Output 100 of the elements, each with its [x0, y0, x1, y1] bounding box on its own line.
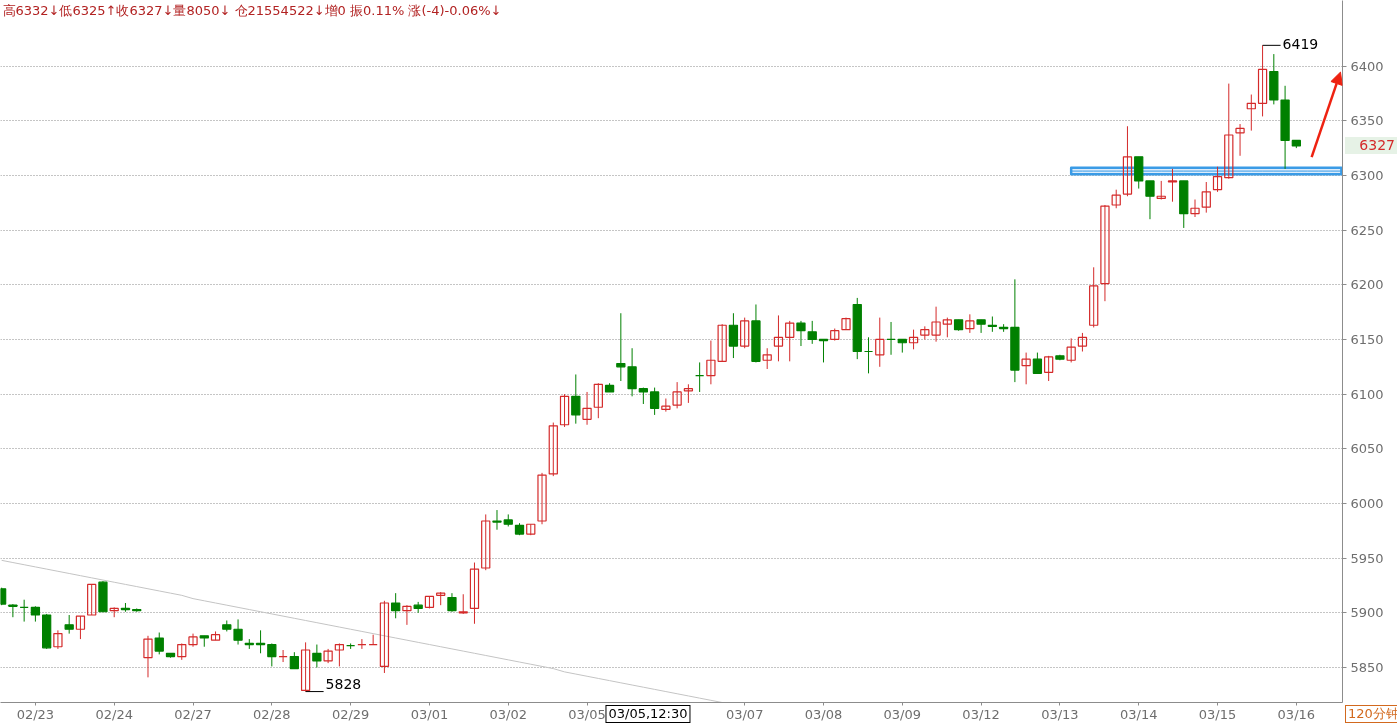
candlestick: [1235, 123, 1245, 157]
candlestick: [1044, 355, 1054, 382]
candlestick: [1190, 199, 1200, 218]
candlestick: [1089, 266, 1099, 328]
candlestick: [177, 642, 187, 661]
chart-title: 高6332↓低6325↑收6327↓量8050↓ 仓21554522↓增0 振0.11% 涨(-4)-0.06%↓: [2, 2, 502, 18]
candlestick: [818, 338, 829, 363]
candlestick: [379, 600, 390, 674]
candlestick: [255, 629, 266, 654]
candlestick: [53, 629, 63, 650]
candlestick: [1032, 352, 1043, 374]
x-tick-label: 02/28: [253, 706, 291, 722]
candlestick: [334, 642, 345, 667]
candlestick: [559, 393, 570, 428]
candlestick: [1100, 204, 1110, 302]
candlestick: [492, 509, 502, 531]
candlestick: [796, 320, 806, 347]
x-tick-label: 03/16: [1277, 706, 1316, 722]
candlestick: [1246, 94, 1256, 132]
candlestick: [683, 383, 694, 404]
y-tick-label: 6150: [1350, 331, 1384, 347]
candlestick: [481, 513, 491, 571]
x-tick-label: 02/23: [16, 706, 55, 722]
candlestick: [1201, 181, 1211, 214]
candlestick: [582, 391, 592, 426]
candlestick: [728, 312, 739, 359]
candlestick: [300, 641, 311, 693]
candlestick: [976, 319, 986, 334]
candlestick: [1167, 168, 1178, 203]
candlestick: [1122, 125, 1133, 197]
x-tick-label: 02/27: [174, 706, 212, 722]
y-tick-label: 6350: [1350, 113, 1384, 129]
annotation: 6419: [1282, 36, 1319, 53]
candlestick: [75, 615, 86, 640]
candlestick: [740, 317, 750, 349]
line-series: [1, 559, 723, 703]
candlestick: [1021, 352, 1031, 385]
candlestick: [1111, 189, 1121, 209]
candlestick: [1156, 180, 1166, 201]
candlestick: [773, 314, 784, 362]
candlestick: [1066, 337, 1076, 363]
candlestick: [323, 648, 333, 664]
candlestick: [402, 604, 412, 626]
y-tick-label: 5900: [1350, 605, 1384, 621]
y-tick-label: 6050: [1350, 441, 1384, 457]
candlestick: [627, 347, 637, 397]
candlestick: [661, 398, 671, 413]
candlestick: [537, 472, 547, 525]
candlestick: [616, 312, 626, 382]
candlestick: [762, 347, 772, 370]
x-tick-label: 03/15: [1198, 706, 1237, 722]
candlestick: [64, 614, 74, 635]
x-tick-label: 03/09: [883, 706, 922, 722]
y-tick-label: 5850: [1350, 660, 1384, 676]
candlestick: [312, 644, 322, 669]
y-tick-label: 6300: [1350, 167, 1384, 183]
candlestick: [672, 381, 682, 409]
candlestick: [447, 592, 457, 613]
candlestick: [942, 317, 952, 338]
candlestick: [233, 618, 243, 646]
candlestick: [458, 593, 468, 615]
text: 03/05,12:30: [605, 705, 691, 723]
candlestick: [965, 313, 975, 334]
candlestick: [1257, 44, 1268, 117]
candlestick: [469, 562, 480, 625]
x-tick-label: 03/01: [410, 706, 449, 722]
candlestick: [1224, 83, 1234, 180]
candlestick: [593, 382, 603, 419]
candlestick: [391, 592, 401, 619]
candlestick: [143, 635, 153, 678]
candlestick: [1212, 166, 1223, 193]
candlestick: [154, 632, 164, 655]
x-tick-label: 03/02: [489, 706, 527, 722]
candlestick: [1145, 180, 1155, 220]
y-tick-label: 6000: [1350, 495, 1384, 511]
candlestick: [785, 320, 795, 362]
text: 6327: [1345, 137, 1397, 154]
x-tick-label: 03/07: [725, 706, 764, 722]
y-tick-label: 6100: [1350, 386, 1384, 402]
candlestick: [267, 642, 277, 667]
x-tick-label: 03/08: [804, 706, 843, 722]
x-tick-label: 03/14: [1119, 706, 1158, 722]
candlestick: [8, 603, 18, 618]
candlestick: [87, 583, 97, 616]
y-tick-label: 5950: [1350, 550, 1384, 566]
x-tick-label: 03/13: [1041, 706, 1079, 722]
y-tick-label: 6250: [1350, 222, 1384, 238]
candlestick: [908, 329, 919, 350]
candlestick: [1077, 332, 1088, 352]
annotation: 5828: [325, 675, 362, 692]
candlestick: [649, 387, 660, 416]
candlestick: [548, 422, 558, 477]
candlestick: [571, 373, 581, 425]
x-tick-label: 03/05: [568, 706, 606, 722]
x-tick-label: 02/24: [95, 706, 133, 722]
x-tick-label: 02/29: [331, 706, 370, 722]
x-tick-label: 03/12: [962, 706, 1000, 722]
candlestick: [841, 317, 851, 331]
candlestick: [188, 633, 198, 648]
y-tick-label: 6200: [1350, 277, 1384, 293]
